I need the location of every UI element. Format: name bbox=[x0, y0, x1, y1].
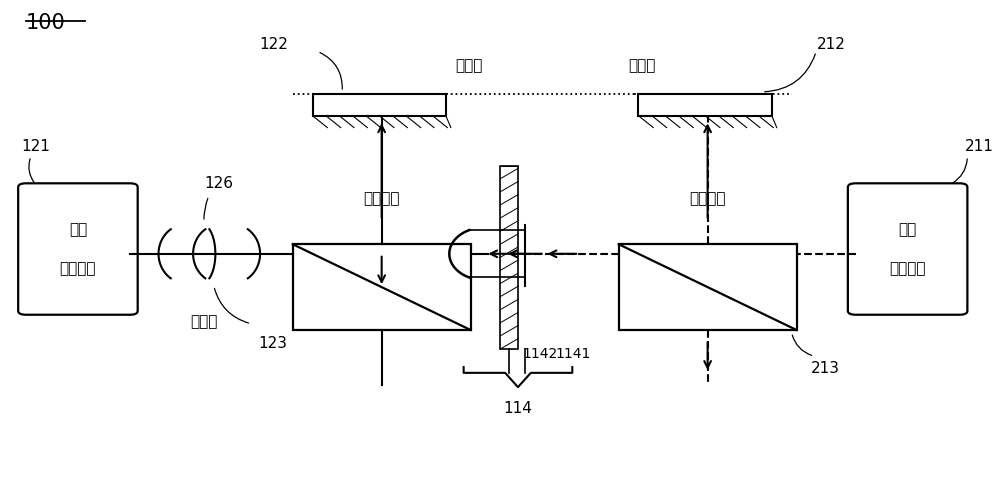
Text: 122: 122 bbox=[259, 37, 288, 52]
Text: 光源: 光源 bbox=[69, 222, 87, 237]
Text: 反射镜: 反射镜 bbox=[456, 58, 483, 73]
Text: 213: 213 bbox=[811, 361, 840, 376]
Text: 1141: 1141 bbox=[556, 347, 591, 361]
Text: 光源: 光源 bbox=[898, 222, 917, 237]
FancyBboxPatch shape bbox=[848, 183, 967, 315]
Text: （激光）: （激光） bbox=[889, 262, 926, 276]
Text: 211: 211 bbox=[964, 139, 993, 154]
Text: 121: 121 bbox=[21, 139, 50, 154]
Text: 分光棱镜: 分光棱镜 bbox=[363, 192, 400, 206]
Bar bbox=[619, 244, 797, 330]
Text: 1142: 1142 bbox=[523, 347, 558, 361]
Text: 123: 123 bbox=[258, 336, 287, 351]
Text: 分光棱镜: 分光棱镜 bbox=[689, 192, 726, 206]
Bar bbox=[293, 244, 471, 330]
Bar bbox=[638, 94, 772, 116]
Text: 反射镜: 反射镜 bbox=[629, 58, 656, 73]
Bar bbox=[500, 166, 518, 349]
Text: 212: 212 bbox=[817, 37, 846, 52]
Text: 114: 114 bbox=[504, 401, 532, 416]
Text: 126: 126 bbox=[204, 176, 233, 191]
FancyBboxPatch shape bbox=[18, 183, 138, 315]
Bar bbox=[313, 94, 446, 116]
Text: 100: 100 bbox=[26, 13, 66, 34]
Text: 透镜组: 透镜组 bbox=[190, 314, 218, 329]
Text: （宽带）: （宽带） bbox=[60, 262, 96, 276]
